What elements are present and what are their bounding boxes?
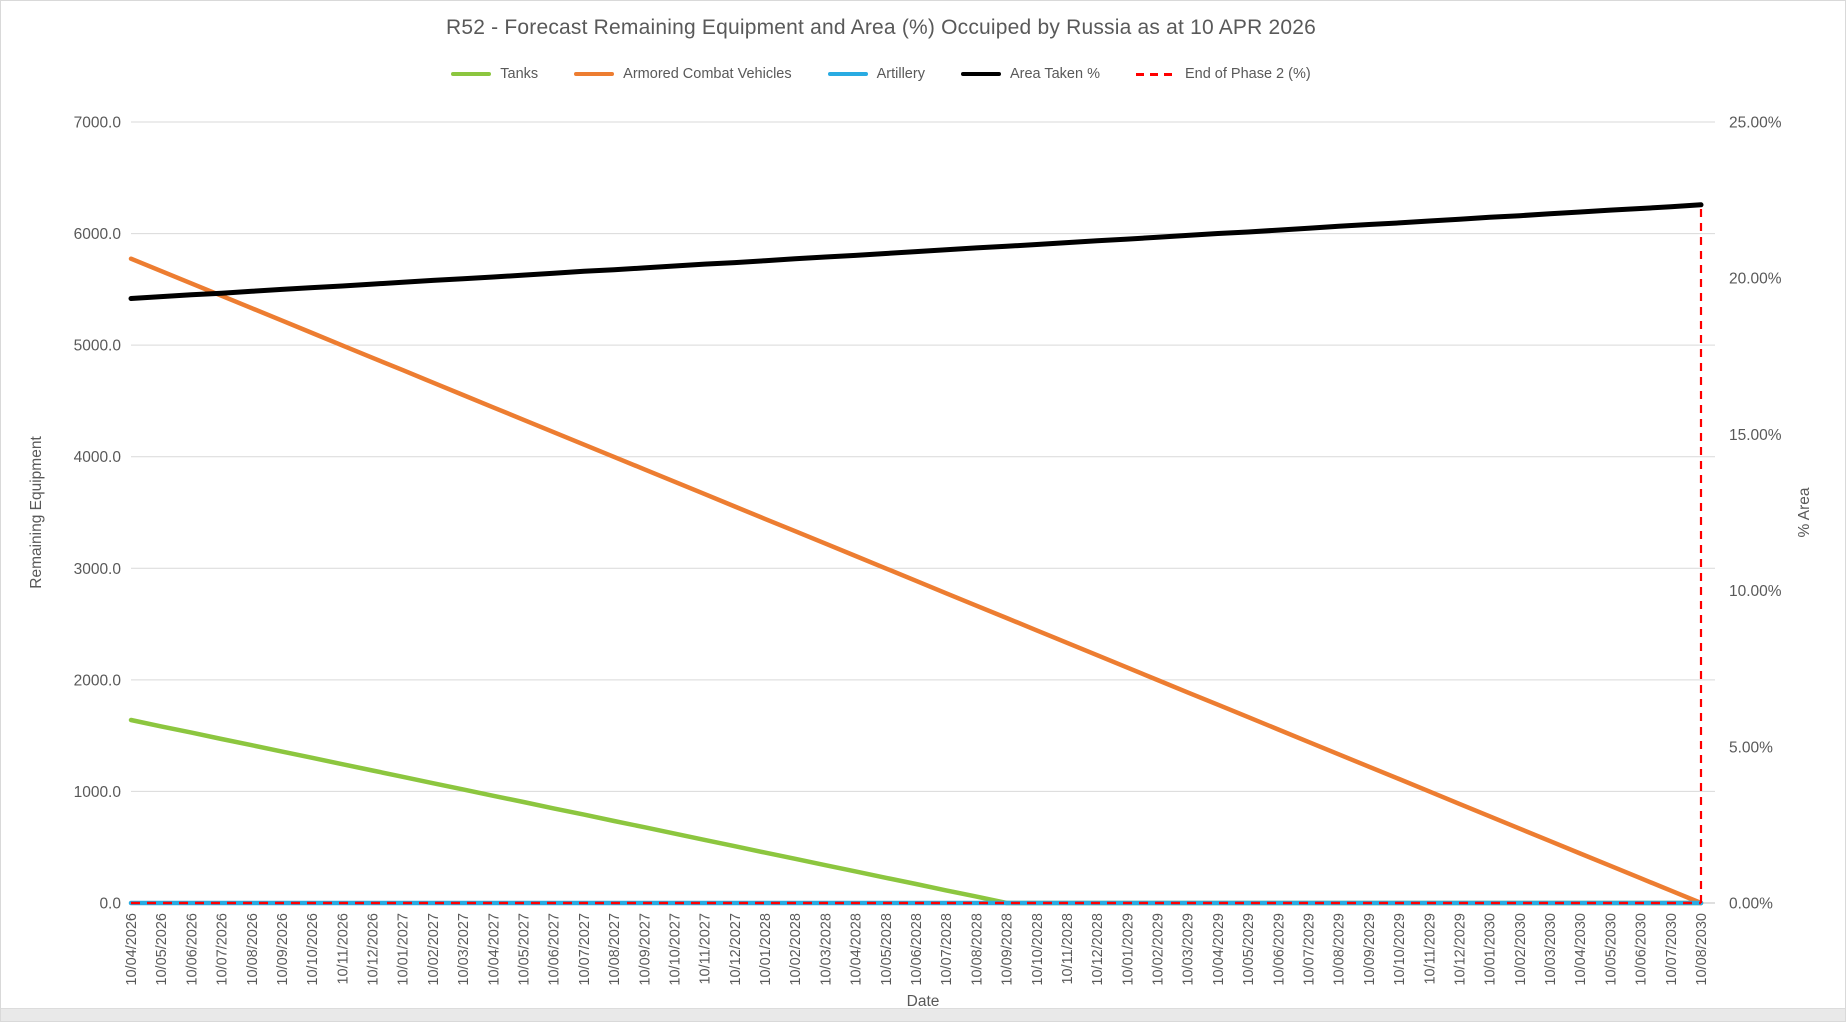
x-tick-label: 10/08/2027 [607,913,623,986]
x-tick-label: 10/01/2029 [1120,913,1136,986]
y-tick-label-left: 3000.0 [74,561,122,578]
x-tick-label: 10/05/2027 [517,913,533,986]
x-tick-label: 10/12/2028 [1090,913,1106,986]
y-tick-label-right: 20.00% [1729,271,1782,288]
y-tick-label-right: 25.00% [1729,115,1782,132]
axis-title-x: Date [907,993,940,1010]
x-tick-label: 10/09/2027 [637,913,653,986]
bottom-edge-strip [1,1008,1845,1021]
y-tick-label-right: 0.00% [1729,896,1773,913]
x-tick-label: 10/08/2026 [245,913,261,986]
legend-label-tanks: Tanks [500,66,539,82]
x-tick-label: 10/03/2028 [818,913,834,986]
legend-label-armored-combat-vehicles: Armored Combat Vehicles [623,66,792,82]
x-tick-label: 10/04/2028 [849,913,865,986]
x-tick-label: 10/06/2030 [1634,913,1650,986]
x-tick-label: 10/03/2029 [1181,913,1197,986]
series-line-area-taken [128,202,1704,301]
legend-label-end-of-phase-2: End of Phase 2 (%) [1184,66,1311,82]
series-line-armored-combat-vehicles [128,256,1704,906]
x-tick-label: 10/08/2029 [1332,913,1348,986]
x-tick-label: 10/07/2026 [215,913,231,986]
x-tick-label: 10/01/2030 [1483,913,1499,986]
x-tick-label: 10/08/2028 [969,913,985,986]
legend-item-artillery[interactable]: Artillery [827,66,925,82]
y-tick-label-left: 4000.0 [74,449,122,466]
x-tick-label: 10/06/2027 [547,913,563,986]
x-tick-label: 10/08/2030 [1694,913,1710,986]
x-tick-label: 10/09/2028 [1000,913,1016,986]
legend-item-area-taken[interactable]: Area Taken % [960,66,1100,82]
x-tick-label: 10/04/2030 [1573,913,1589,986]
legend-swatch-tanks [451,71,492,77]
x-tick-label: 10/05/2029 [1241,913,1257,986]
chart-title: R52 - Forecast Remaining Equipment and A… [445,16,1317,39]
x-tick-label: 10/12/2027 [728,913,744,986]
legend-label-area-taken: Area Taken % [1009,66,1100,82]
x-tick-label: 10/06/2026 [184,913,200,986]
x-tick-label: 10/11/2026 [335,913,351,985]
x-tick-label: 10/07/2028 [939,913,955,986]
x-tick-label: 10/02/2029 [1151,913,1167,986]
x-tick-label: 10/07/2027 [577,913,593,986]
x-tick-label: 10/06/2028 [909,913,925,986]
x-tick-label: 10/07/2030 [1664,913,1680,986]
x-tick-label: 10/11/2028 [1060,913,1076,985]
y-tick-label-left: 1000.0 [74,784,122,801]
x-tick-label: 10/11/2029 [1422,913,1438,985]
x-tick-label: 10/12/2029 [1452,913,1468,986]
x-tick-label: 10/02/2030 [1513,913,1529,986]
x-tick-label: 10/10/2029 [1392,913,1408,986]
chart-legend: Tanks Armored Combat Vehicles Artillery … [1,63,1761,85]
y-tick-label-left: 2000.0 [74,672,122,689]
x-tick-label: 10/07/2029 [1302,913,1318,986]
y-tick-label-right: 10.00% [1729,583,1782,600]
y-tick-label-left: 6000.0 [74,226,122,243]
legend-item-tanks[interactable]: Tanks [451,66,538,82]
legend-swatch-end-of-phase-2 [1135,72,1176,76]
x-tick-label: 10/10/2028 [1030,913,1046,986]
x-tick-label: 10/10/2026 [305,913,321,986]
x-tick-label: 10/05/2026 [154,913,170,986]
series-line-tanks [128,717,1704,906]
x-tick-label: 10/05/2030 [1603,913,1619,986]
x-tick-label: 10/03/2030 [1543,913,1559,986]
axis-title-right: % Area [1796,487,1813,537]
x-tick-label: 10/02/2027 [426,913,442,986]
x-tick-label: 10/12/2026 [366,913,382,986]
y-tick-label-left: 7000.0 [74,115,122,132]
x-tick-label: 10/09/2029 [1362,913,1378,986]
legend-swatch-armored-combat-vehicles [574,71,615,77]
x-tick-label: 10/01/2027 [396,913,412,986]
x-tick-label: 10/11/2027 [698,913,714,985]
legend-item-end-of-phase-2[interactable]: End of Phase 2 (%) [1135,66,1311,82]
x-tick-label: 10/04/2029 [1211,913,1227,986]
y-tick-label-left: 0.0 [99,896,121,913]
x-tick-label: 10/06/2029 [1271,913,1287,986]
y-tick-label-right: 5.00% [1729,739,1773,756]
axis-title-left: Remaining Equipment [28,436,45,589]
y-tick-label-right: 15.00% [1729,427,1782,444]
x-tick-label: 10/04/2027 [486,913,502,986]
x-tick-label: 10/02/2028 [788,913,804,986]
legend-item-armored-combat-vehicles[interactable]: Armored Combat Vehicles [574,66,792,82]
x-tick-label: 10/10/2027 [667,913,683,986]
legend-swatch-artillery [827,71,868,77]
legend-swatch-area-taken [960,71,1001,77]
x-tick-label: 10/09/2026 [275,913,291,986]
x-tick-label: 10/03/2027 [456,913,472,986]
legend-label-artillery: Artillery [876,66,925,82]
x-tick-label: 10/01/2028 [758,913,774,986]
x-tick-label: 10/04/2026 [124,913,140,986]
x-tick-label: 10/05/2028 [879,913,895,986]
y-tick-label-left: 5000.0 [74,338,122,355]
